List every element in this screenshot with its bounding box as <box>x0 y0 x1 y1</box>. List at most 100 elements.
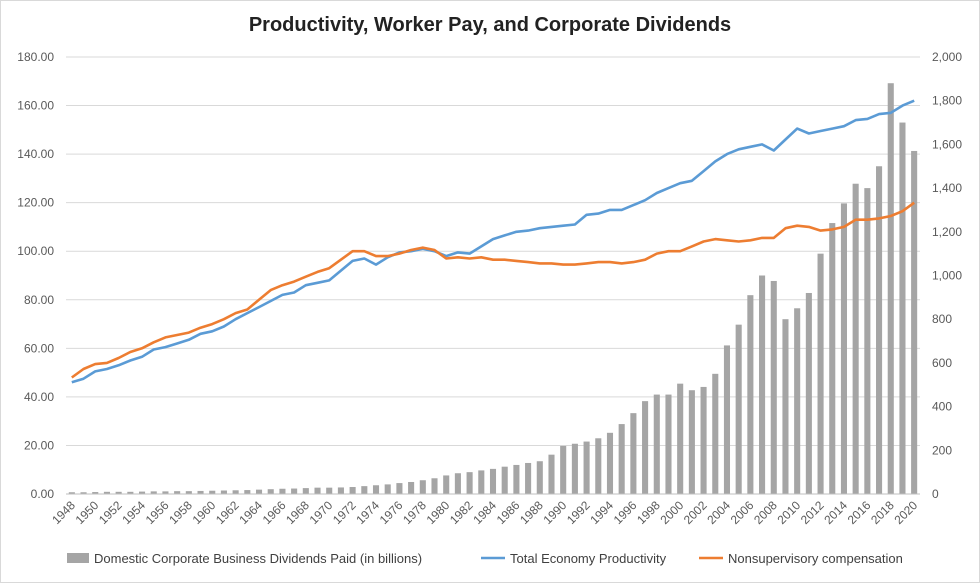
dividend-bar <box>817 253 824 494</box>
dividend-bar <box>443 475 450 494</box>
right-tick-label: 2,000 <box>932 50 962 64</box>
dividend-bar <box>127 491 134 494</box>
dividend-bar <box>326 487 333 494</box>
dividend-bar <box>618 424 625 494</box>
dividend-bar <box>174 491 181 494</box>
x-tick-label: 1968 <box>283 498 312 527</box>
dividend-bar <box>829 223 836 494</box>
dividend-bar <box>899 122 906 495</box>
gridlines <box>66 56 920 495</box>
chart-title: Productivity, Worker Pay, and Corporate … <box>248 14 732 36</box>
dividend-bar <box>291 488 298 494</box>
legend-label-productivity: Total Economy Productivity <box>510 551 667 566</box>
x-tick-label: 1988 <box>517 498 546 527</box>
left-tick-label: 20.00 <box>24 438 54 452</box>
x-tick-label: 1978 <box>400 498 429 527</box>
left-tick-label: 140.00 <box>17 147 54 161</box>
dividend-bar <box>68 492 75 494</box>
left-tick-label: 100.00 <box>17 244 54 258</box>
dividend-bar <box>571 443 578 494</box>
dividend-bar <box>185 491 192 494</box>
x-tick-label: 1994 <box>587 498 616 527</box>
x-tick-label: 2012 <box>798 498 827 527</box>
dividend-bar <box>279 488 286 494</box>
dividend-bar <box>255 489 263 494</box>
dividend-bars <box>68 83 918 495</box>
dividend-bar <box>864 188 871 494</box>
left-tick-label: 80.00 <box>24 293 54 307</box>
dividend-bar <box>782 319 789 494</box>
dividend-bar <box>244 490 251 494</box>
x-tick-label: 1992 <box>564 498 593 527</box>
x-tick-label: 1984 <box>470 498 499 527</box>
right-axis: 0 200 400 600 800 1,000 1,200 1,400 1,600 1,800 2,… <box>932 50 962 501</box>
dividend-bar <box>302 488 309 494</box>
dividend-bar <box>653 394 660 494</box>
dividend-bar <box>466 472 473 494</box>
x-axis: 1948195019521954195619581960196219641966… <box>49 493 920 527</box>
legend: Domestic Corporate Business Dividends Pa… <box>67 551 903 566</box>
dividend-bar <box>396 483 403 494</box>
x-tick-label: 1948 <box>49 498 78 527</box>
right-tick-label: 1,400 <box>932 181 962 195</box>
x-tick-label: 2010 <box>775 498 804 527</box>
left-tick-label: 60.00 <box>24 341 54 355</box>
dividend-bar <box>454 473 461 494</box>
x-tick-label: 1990 <box>541 498 570 527</box>
right-tick-label: 1,600 <box>932 137 962 151</box>
x-tick-label: 2000 <box>658 498 687 527</box>
dividend-bar <box>583 441 590 494</box>
dividend-bar <box>606 432 614 494</box>
dividend-bar <box>642 401 649 494</box>
dividend-bar <box>887 83 894 494</box>
dividend-bar <box>677 383 684 494</box>
dividend-bar <box>232 490 239 494</box>
x-tick-label: 2004 <box>704 498 733 527</box>
dividend-bar <box>209 490 216 494</box>
dividend-bar <box>431 478 438 494</box>
right-tick-label: 1,000 <box>932 269 962 283</box>
compensation-line <box>71 201 915 379</box>
left-axis: 0.00 20.00 40.00 60.00 80.00 100.00 120.00 140.… <box>17 50 54 501</box>
x-tick-label: 1970 <box>307 498 336 527</box>
x-tick-label: 1966 <box>260 498 289 527</box>
dividend-bar <box>794 308 801 494</box>
dividend-bar <box>92 492 99 494</box>
x-tick-label: 1986 <box>494 498 523 527</box>
dividend-bar <box>384 484 391 494</box>
dividend-bar <box>560 445 567 494</box>
x-tick-label: 1996 <box>611 498 640 527</box>
dividend-bar <box>103 491 110 494</box>
x-tick-label: 1960 <box>190 498 219 527</box>
dividend-bar <box>536 461 543 494</box>
dividend-bar <box>513 464 520 494</box>
dividend-bar <box>349 487 356 494</box>
x-tick-label: 1964 <box>236 498 265 527</box>
right-tick-label: 1,800 <box>932 94 962 108</box>
dividend-bar <box>489 468 497 494</box>
dividend-bar <box>876 166 883 494</box>
dividend-bar <box>723 345 731 494</box>
dividend-bar <box>314 487 321 494</box>
x-tick-label: 1974 <box>353 498 382 527</box>
x-tick-label: 2008 <box>751 498 780 527</box>
x-tick-label: 1952 <box>96 498 125 527</box>
productivity-line <box>71 99 915 384</box>
dividend-bar <box>688 390 695 494</box>
dividend-bar <box>337 487 344 494</box>
x-tick-label: 1954 <box>119 498 148 527</box>
x-tick-label: 1980 <box>424 498 453 527</box>
dividend-bar <box>840 203 848 494</box>
dividend-bar <box>665 394 672 494</box>
right-tick-label: 800 <box>932 312 952 326</box>
dividend-bar <box>267 489 274 494</box>
x-tick-label: 1950 <box>73 498 102 527</box>
dividend-bar <box>548 454 555 494</box>
series-lines <box>71 99 915 384</box>
dividend-bar <box>712 373 719 494</box>
dividend-bar <box>501 466 508 494</box>
dividend-bar <box>419 480 426 494</box>
dividend-bar <box>770 280 777 494</box>
left-tick-label: 180.00 <box>17 50 54 64</box>
left-tick-label: 40.00 <box>24 390 54 404</box>
